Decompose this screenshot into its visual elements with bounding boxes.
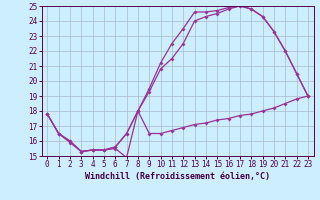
X-axis label: Windchill (Refroidissement éolien,°C): Windchill (Refroidissement éolien,°C): [85, 172, 270, 181]
